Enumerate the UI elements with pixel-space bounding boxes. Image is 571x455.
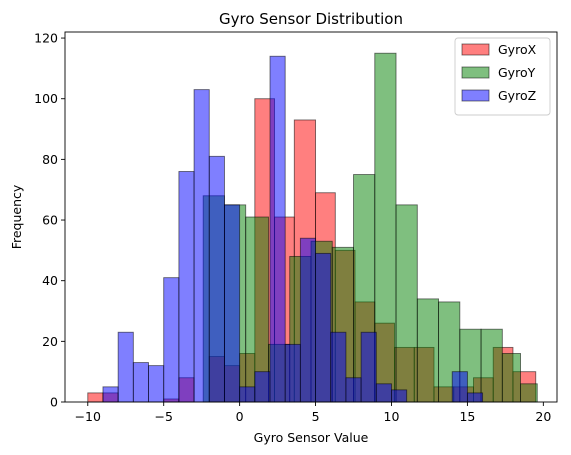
y-tick-label: 0 [50,395,58,410]
bar-gyroz-4 [163,277,180,403]
x-tick-label: 0 [236,409,244,424]
bar-gyroz-3 [148,365,165,403]
bar-gyroz-0 [102,386,119,403]
y-tick-label: 20 [42,334,58,349]
histogram-bars [87,52,538,403]
bar-gyroz-20 [451,371,468,403]
y-tick-label: 80 [42,152,58,167]
bar-gyroz-8 [223,204,241,403]
bar-gyroz-7 [208,155,225,403]
x-tick-label: −5 [154,409,172,424]
chart-title: Gyro Sensor Distribution [219,10,403,28]
x-tick-label: 5 [312,409,320,424]
x-tick-label: 20 [535,409,551,424]
bar-gyroz-13 [299,237,317,403]
legend-label-gyroz: GyroZ [498,88,536,103]
series-gyroz [102,55,484,403]
legend-swatch-gyroz [461,89,490,102]
bar-gyroy-13 [480,328,503,403]
bar-gyroz-18 [375,383,392,403]
x-tick-label: 10 [384,409,400,424]
x-tick-label: −10 [75,409,101,424]
bar-gyroz-2 [132,362,149,403]
bar-gyroy-14 [501,353,521,403]
bar-gyroz-12 [284,343,301,403]
bar-gyroz-11 [269,55,286,403]
bar-gyroz-21 [466,392,484,403]
x-axis-ticks: −10 −5 0 5 10 15 20 [75,402,551,424]
bar-gyroz-10 [254,371,271,403]
legend-swatch-gyrox [461,43,490,56]
y-tick-label: 100 [34,91,58,106]
bar-gyroz-9 [239,386,256,403]
y-axis-label: Frequency [9,184,24,249]
plot-frame [64,31,558,403]
x-axis-label: Gyro Sensor Value [254,430,369,445]
bar-gyroz-1 [117,331,134,403]
bar-gyroy-8 [374,52,397,403]
legend-swatch-gyroy [461,66,490,79]
bar-gyroz-15 [330,331,347,403]
bar-gyroz-17 [360,331,377,403]
bar-gyroz-19 [391,389,408,403]
bar-gyroz-5 [178,171,195,403]
bar-gyroz-6 [193,89,210,403]
bar-gyroy-15 [520,383,538,403]
y-tick-label: 60 [42,213,58,228]
y-axis-ticks: 0 20 40 60 80 100 120 [34,31,65,410]
y-tick-label: 40 [42,273,58,288]
legend-label-gyroy: GyroY [498,65,536,80]
x-tick-label: 15 [459,409,475,424]
plot-area [87,52,538,403]
bar-gyroz-16 [345,377,362,403]
bar-gyrox-0 [87,392,104,403]
legend-label-gyrox: GyroX [498,42,537,57]
y-tick-label: 120 [34,31,58,46]
legend: GyroX GyroY GyroZ [454,37,551,116]
bar-gyroy-9 [395,204,418,403]
bar-gyroy-10 [416,298,440,403]
bar-gyroz-14 [315,252,332,403]
